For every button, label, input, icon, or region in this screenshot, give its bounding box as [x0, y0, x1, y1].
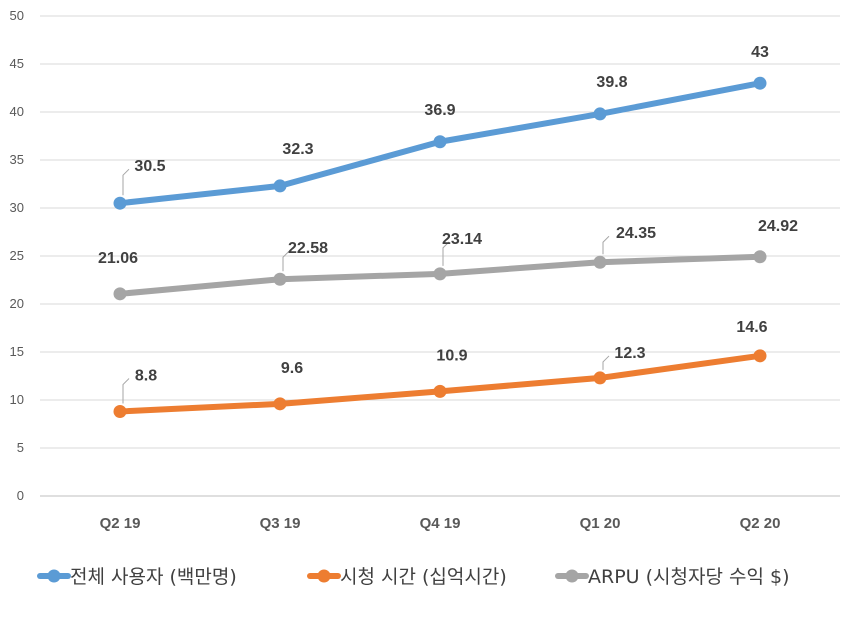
label-leader-line: [122, 168, 130, 196]
legend-marker: [565, 569, 579, 583]
data-label: 43: [751, 44, 769, 61]
x-tick-label: Q1 20: [580, 515, 621, 532]
data-labels: 30.5 32.3 36.9 39.8 43 8.8 9.6 10.9 12.3 14.6 21.0…: [98, 44, 798, 404]
data-label: 22.58: [288, 240, 328, 257]
data-label: 36.9: [424, 102, 455, 119]
label-leader-line: [442, 241, 450, 266]
y-tick-label: 10: [10, 392, 24, 407]
y-tick-label: 40: [10, 104, 24, 119]
data-point: [113, 287, 127, 301]
series-group: [113, 76, 767, 419]
data-point: [273, 397, 287, 411]
x-tick-label: Q2 19: [100, 515, 141, 532]
data-label: 10.9: [436, 347, 467, 364]
legend: 전체 사용자 (백만명) 시청 시간 (십억시간) ARPU (시청자당 수익 $): [37, 566, 789, 588]
data-point: [753, 76, 767, 90]
legend-marker: [317, 569, 331, 583]
data-point: [593, 107, 607, 121]
y-axis: 0 5 10 15 20 25 30 35 40 45 50: [10, 8, 24, 503]
x-tick-label: Q3 19: [260, 515, 301, 532]
legend-label: 시청 시간 (십억시간): [340, 566, 507, 588]
data-label: 39.8: [596, 74, 627, 91]
x-axis: Q2 19 Q3 19 Q4 19 Q1 20 Q2 20: [100, 515, 781, 532]
y-tick-label: 50: [10, 8, 24, 23]
y-tick-label: 45: [10, 56, 24, 71]
y-tick-label: 0: [17, 488, 24, 503]
data-point: [433, 384, 447, 398]
y-tick-label: 20: [10, 296, 24, 311]
y-tick-label: 35: [10, 152, 24, 167]
data-label: 14.6: [736, 319, 767, 336]
data-point: [113, 405, 127, 419]
y-tick-label: 30: [10, 200, 24, 215]
data-label: 24.35: [616, 225, 656, 242]
data-label: 23.14: [442, 231, 482, 248]
data-point: [113, 196, 127, 210]
label-leader-line: [122, 378, 130, 404]
grid-lines: [40, 15, 840, 497]
label-leader-line: [602, 235, 610, 255]
data-label: 12.3: [614, 345, 645, 362]
x-tick-label: Q2 20: [740, 515, 781, 532]
data-label: 21.06: [98, 250, 138, 267]
legend-label: 전체 사용자 (백만명): [70, 566, 237, 588]
y-tick-label: 25: [10, 248, 24, 263]
data-point: [753, 250, 767, 264]
legend-label: ARPU (시청자당 수익 $): [588, 566, 789, 588]
data-label: 30.5: [134, 158, 165, 175]
y-tick-label: 5: [17, 440, 24, 455]
data-label: 8.8: [135, 368, 157, 385]
data-point: [753, 349, 767, 363]
data-point: [273, 272, 287, 286]
data-label: 32.3: [282, 141, 313, 158]
data-point: [593, 255, 607, 269]
data-point: [433, 135, 447, 149]
label-leader-line: [602, 355, 610, 370]
data-point: [273, 179, 287, 193]
y-tick-label: 15: [10, 344, 24, 359]
data-point: [593, 371, 607, 385]
data-label: 24.92: [758, 218, 798, 235]
x-tick-label: Q4 19: [420, 515, 461, 532]
data-point: [433, 267, 447, 281]
legend-marker: [47, 569, 61, 583]
data-label: 9.6: [281, 360, 303, 377]
label-leader-line: [282, 250, 290, 272]
